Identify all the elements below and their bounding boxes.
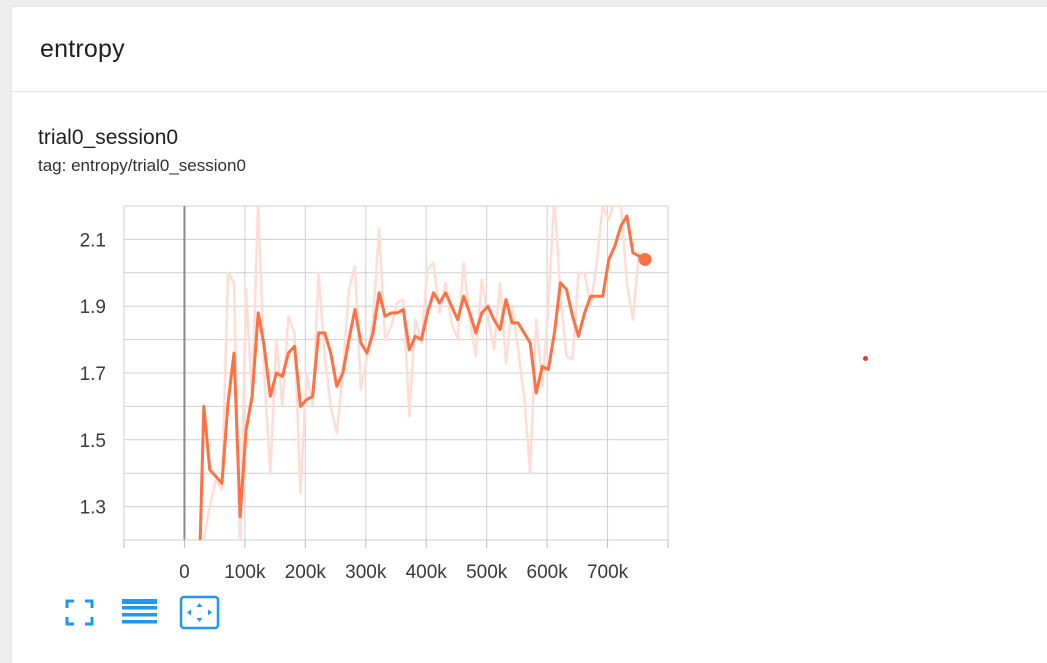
last-point-marker <box>638 252 652 266</box>
x-tick-label: 600k <box>527 562 569 583</box>
x-tick-label: 0 <box>179 562 190 583</box>
plot-area <box>198 206 647 540</box>
fit-arrow-left <box>187 609 191 616</box>
y-tick-label: 1.5 <box>80 431 106 452</box>
x-tick-label: 300k <box>345 562 387 583</box>
stray-dot <box>863 356 868 361</box>
x-tick-label: 400k <box>406 562 448 583</box>
fullscreen-corner <box>85 617 94 626</box>
list-bar <box>122 613 157 617</box>
y-tick-label: 2.1 <box>80 230 106 251</box>
group-title: entropy <box>40 35 125 63</box>
list-bar <box>122 606 157 610</box>
fullscreen-hit <box>63 597 96 628</box>
chart-subtitle: tag: entropy/trial0_session0 <box>38 156 246 175</box>
x-tick-label: 100k <box>224 562 266 583</box>
y-tick-label: 1.3 <box>80 498 106 519</box>
fullscreen-corner <box>65 599 74 608</box>
list-bar <box>122 620 157 624</box>
fullscreen-corner <box>85 599 94 608</box>
fit-arrow-right <box>208 609 212 616</box>
toggle-log-scale-icon[interactable] <box>120 596 159 625</box>
card-header[interactable]: entropy <box>12 7 1047 92</box>
fit-arrow-up <box>196 603 203 607</box>
y-tick-label: 1.7 <box>80 364 106 385</box>
x-tick-label: 200k <box>285 562 327 583</box>
fullscreen-corner <box>65 617 74 626</box>
list-hit <box>120 596 159 625</box>
fit-domain-icon[interactable] <box>179 595 220 630</box>
fullscreen-icon[interactable] <box>63 597 96 628</box>
raw-series-line <box>202 206 647 540</box>
list-bar <box>122 599 157 604</box>
smoothed-series-line <box>198 214 647 540</box>
grid-lines <box>123 205 669 541</box>
x-tick-label: 700k <box>587 562 629 583</box>
x-tick-label: 500k <box>466 562 508 583</box>
y-tick-label: 1.9 <box>80 297 106 318</box>
fit-arrow-down <box>196 618 203 622</box>
chart-title: trial0_session0 <box>38 126 179 149</box>
fit-frame <box>179 595 220 630</box>
